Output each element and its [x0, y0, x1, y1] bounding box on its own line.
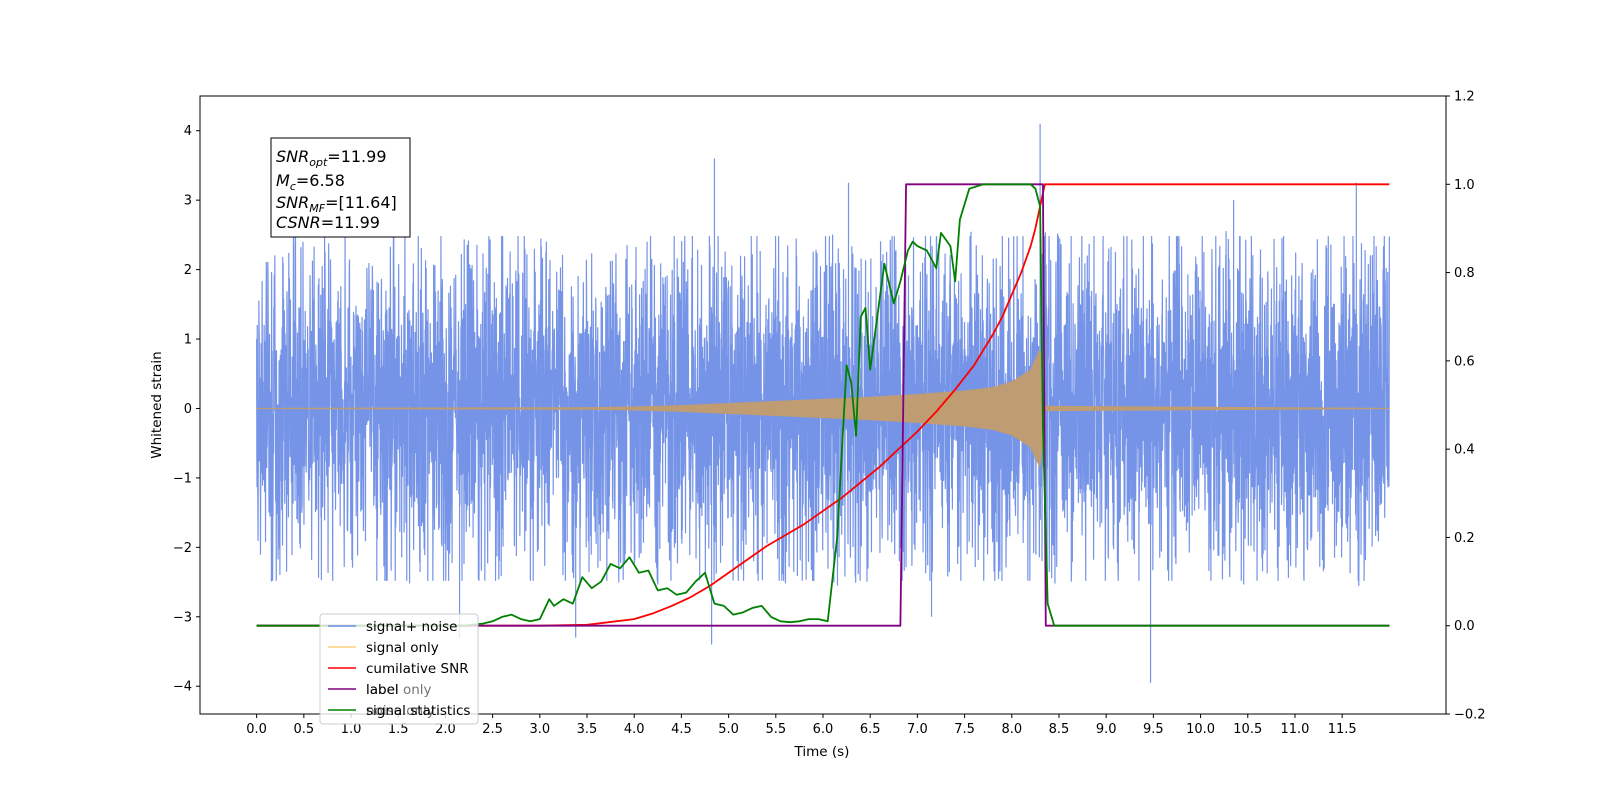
y2-tick-label: 0.0 — [1454, 619, 1475, 634]
x-tick-label: 8.5 — [1049, 722, 1070, 737]
legend-hidden-noise-only: noise only — [366, 703, 435, 719]
x-tick-label: 9.0 — [1096, 722, 1117, 737]
legend-label-signal-noise: signal+ noise — [366, 619, 457, 635]
y2-tick-label: 1.2 — [1454, 90, 1475, 105]
annotation-snr-opt: SNRopt=11.99 — [276, 147, 387, 169]
x-tick-label: 7.0 — [907, 722, 928, 737]
annotation-mc: Mc=6.58 — [276, 171, 345, 193]
y2-tick-label: 1.0 — [1454, 178, 1475, 193]
x-tick-label: 2.0 — [435, 722, 456, 737]
y-tick-label: 0 — [184, 402, 192, 417]
y2-tick-label: 0.4 — [1454, 443, 1475, 458]
x-tick-label: 9.5 — [1143, 722, 1164, 737]
x-tick-label: 4.0 — [624, 722, 645, 737]
x-tick-label: 10.5 — [1233, 722, 1262, 737]
series-signal-only-area — [256, 348, 1390, 469]
y2-tick-label: 0.6 — [1454, 354, 1475, 369]
annotation-box: SNRopt=11.99 Mc=6.58 SNRMF=[11.64] CSNR=… — [270, 137, 411, 238]
annotation-csnr: CSNR=11.99 — [276, 213, 380, 232]
series-cumulative-snr-line — [256, 183, 1390, 627]
x-tick-label: 0.0 — [246, 722, 267, 737]
annotation-snr-mf: SNRMF=[11.64] — [276, 193, 397, 215]
y-tick-label: 4 — [184, 124, 192, 139]
x-tick-label: 0.5 — [293, 722, 314, 737]
y-tick-label: −2 — [173, 541, 192, 556]
y-tick-label: −4 — [173, 680, 192, 695]
legend-label-signal-statistics: signal statistics — [366, 703, 470, 719]
x-tick-label: 6.0 — [813, 722, 834, 737]
x-tick-label: 3.5 — [577, 722, 598, 737]
y-tick-label: 1 — [184, 333, 192, 348]
series-layer — [256, 123, 1390, 683]
x-tick-label: 1.5 — [388, 722, 409, 737]
y2-tick-label: 0.2 — [1454, 531, 1475, 546]
legend: label only noise only signal+ noise sign… — [319, 613, 479, 725]
x-tick-label: 11.5 — [1328, 722, 1357, 737]
x-tick-label: 2.5 — [482, 722, 503, 737]
x-tick-label: 1.0 — [341, 722, 362, 737]
legend-hidden-label-only: label only — [366, 682, 432, 698]
y-tick-label: 3 — [184, 194, 192, 209]
annotation-frame — [270, 137, 411, 238]
y-tick-label: −3 — [173, 610, 192, 625]
y-tick-label: 2 — [184, 263, 192, 278]
x-tick-label: 3.0 — [529, 722, 550, 737]
series-signal-statistics-line — [256, 183, 1390, 627]
y2-tick-label: −0.2 — [1454, 708, 1486, 723]
x-tick-label: 6.5 — [860, 722, 881, 737]
y-tick-label: −1 — [173, 471, 192, 486]
legend-label-label: label — [366, 682, 399, 698]
x-axis-label: Time (s) — [794, 744, 850, 760]
x-tick-label: 7.5 — [954, 722, 975, 737]
axis-layer: 0.0 0.5 1.0 1.5 2.0 2.5 3.0 3.5 4.0 4.5 5.0 5.5 6.0 6… — [173, 90, 1486, 738]
x-tick-label: 11.0 — [1280, 722, 1309, 737]
x-tick-label: 10.0 — [1186, 722, 1215, 737]
legend-label-cumulative-snr: cumilative SNR — [366, 661, 469, 677]
legend-frame — [319, 613, 479, 725]
y-axis-label: Whitened strain — [149, 351, 165, 458]
x-tick-label: 5.0 — [718, 722, 739, 737]
legend-label-signal-only: signal only — [366, 640, 439, 656]
x-tick-label: 5.5 — [765, 722, 786, 737]
x-tick-label: 4.5 — [671, 722, 692, 737]
y2-tick-label: 0.8 — [1454, 266, 1475, 281]
x-tick-label: 8.0 — [1001, 722, 1022, 737]
